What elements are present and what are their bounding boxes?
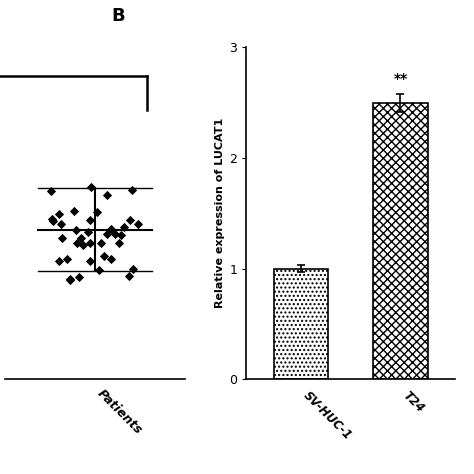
Point — [73, 226, 80, 234]
Point — [129, 265, 137, 273]
Point — [76, 273, 83, 281]
Bar — [373, 103, 428, 379]
Bar — [274, 269, 328, 379]
Point — [57, 220, 65, 228]
Point — [103, 191, 111, 199]
Point — [78, 234, 85, 242]
Point — [111, 230, 119, 238]
Point — [125, 272, 132, 279]
Point — [55, 257, 63, 265]
Point — [70, 208, 78, 215]
Point — [84, 228, 92, 236]
Point — [64, 255, 71, 263]
Point — [86, 240, 94, 247]
Point — [58, 235, 65, 242]
Point — [66, 275, 73, 283]
Point — [115, 239, 123, 246]
Text: **: ** — [393, 72, 408, 86]
Point — [128, 186, 136, 193]
Point — [93, 208, 100, 215]
Y-axis label: Relative expression of LUCAT1: Relative expression of LUCAT1 — [215, 118, 225, 309]
Point — [86, 217, 93, 224]
Point — [95, 266, 103, 274]
Point — [97, 239, 105, 247]
Point — [47, 188, 55, 195]
Point — [87, 257, 94, 264]
Point — [80, 241, 87, 249]
Point — [73, 239, 81, 247]
Point — [87, 183, 95, 191]
Point — [49, 217, 56, 225]
Point — [120, 223, 128, 230]
Point — [48, 215, 56, 223]
Point — [55, 210, 63, 218]
Point — [104, 230, 111, 238]
Point — [100, 253, 108, 260]
Point — [66, 276, 73, 284]
Point — [108, 255, 115, 263]
Point — [117, 231, 125, 239]
Point — [134, 220, 141, 228]
Point — [126, 217, 134, 224]
Point — [108, 226, 115, 233]
Text: B: B — [111, 7, 125, 25]
